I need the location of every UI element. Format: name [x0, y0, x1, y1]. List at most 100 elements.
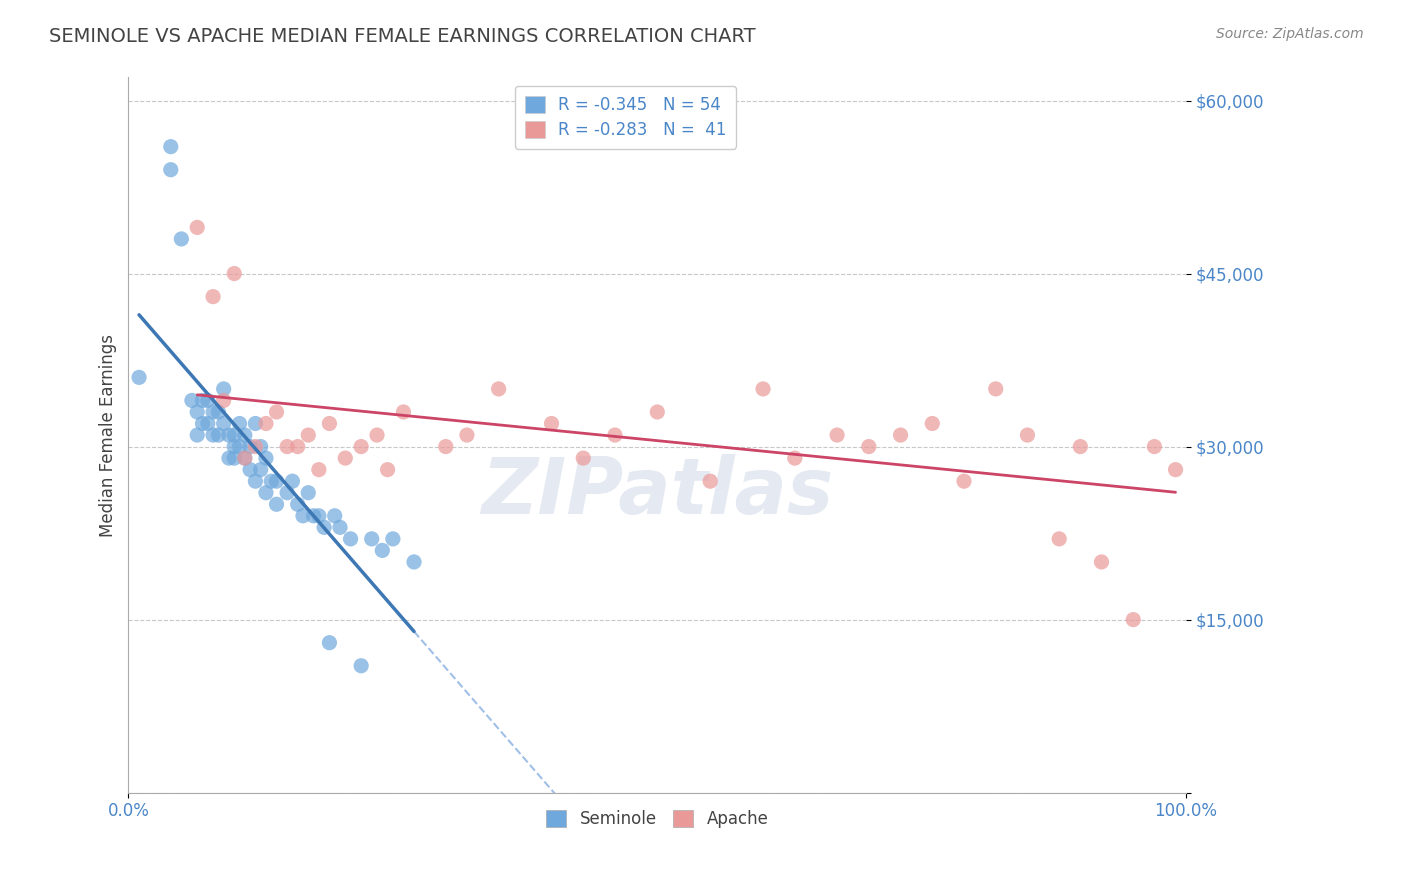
Point [181, 393, 204, 408]
Point [1069, 440, 1091, 454]
Point [228, 440, 250, 454]
Point [339, 532, 361, 546]
Point [197, 393, 219, 408]
Point [308, 463, 330, 477]
Point [603, 428, 626, 442]
Point [1047, 532, 1070, 546]
Point [245, 474, 267, 488]
Point [254, 485, 277, 500]
Point [159, 139, 181, 153]
Point [212, 417, 235, 431]
Point [170, 232, 193, 246]
Point [297, 485, 319, 500]
Point [228, 417, 250, 431]
Point [260, 474, 283, 488]
Point [572, 451, 595, 466]
Point [297, 428, 319, 442]
Point [371, 543, 394, 558]
Point [276, 440, 298, 454]
Point [434, 440, 457, 454]
Point [207, 428, 229, 442]
Text: ZIPatlas: ZIPatlas [481, 454, 834, 530]
Point [402, 555, 425, 569]
Point [159, 162, 181, 177]
Point [540, 417, 562, 431]
Point [350, 658, 373, 673]
Point [825, 428, 848, 442]
Point [858, 440, 880, 454]
Text: Source: ZipAtlas.com: Source: ZipAtlas.com [1216, 27, 1364, 41]
Point [456, 428, 478, 442]
Point [212, 393, 235, 408]
Point [202, 428, 225, 442]
Point [287, 497, 309, 511]
Point [488, 382, 510, 396]
Point [212, 382, 235, 396]
Point [224, 428, 246, 442]
Point [224, 451, 246, 466]
Point [254, 417, 277, 431]
Point [207, 405, 229, 419]
Point [984, 382, 1007, 396]
Point [329, 520, 352, 534]
Legend: Seminole, Apache: Seminole, Apache [540, 803, 775, 834]
Point [249, 463, 271, 477]
Point [239, 440, 262, 454]
Point [360, 532, 382, 546]
Point [335, 451, 357, 466]
Point [281, 474, 304, 488]
Point [233, 428, 256, 442]
Point [699, 474, 721, 488]
Point [249, 440, 271, 454]
Point [783, 451, 806, 466]
Point [1143, 440, 1166, 454]
Point [266, 497, 288, 511]
Point [645, 405, 668, 419]
Point [239, 463, 262, 477]
Point [233, 451, 256, 466]
Point [202, 290, 225, 304]
Point [202, 405, 225, 419]
Point [128, 370, 150, 384]
Point [186, 428, 208, 442]
Point [233, 451, 256, 466]
Point [366, 428, 388, 442]
Point [245, 440, 267, 454]
Point [276, 485, 298, 500]
Point [254, 451, 277, 466]
Point [191, 393, 214, 408]
Point [890, 428, 912, 442]
Point [318, 636, 340, 650]
Point [381, 532, 404, 546]
Point [302, 508, 325, 523]
Point [191, 417, 214, 431]
Point [953, 474, 976, 488]
Point [266, 405, 288, 419]
Point [377, 463, 399, 477]
Point [921, 417, 943, 431]
Point [224, 440, 246, 454]
Point [245, 417, 267, 431]
Point [752, 382, 775, 396]
Point [318, 417, 340, 431]
Y-axis label: Median Female Earnings: Median Female Earnings [100, 334, 117, 537]
Point [224, 267, 246, 281]
Point [218, 451, 240, 466]
Point [1090, 555, 1112, 569]
Point [314, 520, 336, 534]
Point [186, 405, 208, 419]
Point [1017, 428, 1039, 442]
Point [350, 440, 373, 454]
Point [218, 428, 240, 442]
Point [1122, 613, 1144, 627]
Point [308, 508, 330, 523]
Point [392, 405, 415, 419]
Point [1164, 463, 1187, 477]
Point [287, 440, 309, 454]
Point [186, 220, 208, 235]
Point [323, 508, 346, 523]
Point [266, 474, 288, 488]
Point [291, 508, 314, 523]
Point [197, 417, 219, 431]
Text: SEMINOLE VS APACHE MEDIAN FEMALE EARNINGS CORRELATION CHART: SEMINOLE VS APACHE MEDIAN FEMALE EARNING… [49, 27, 756, 45]
